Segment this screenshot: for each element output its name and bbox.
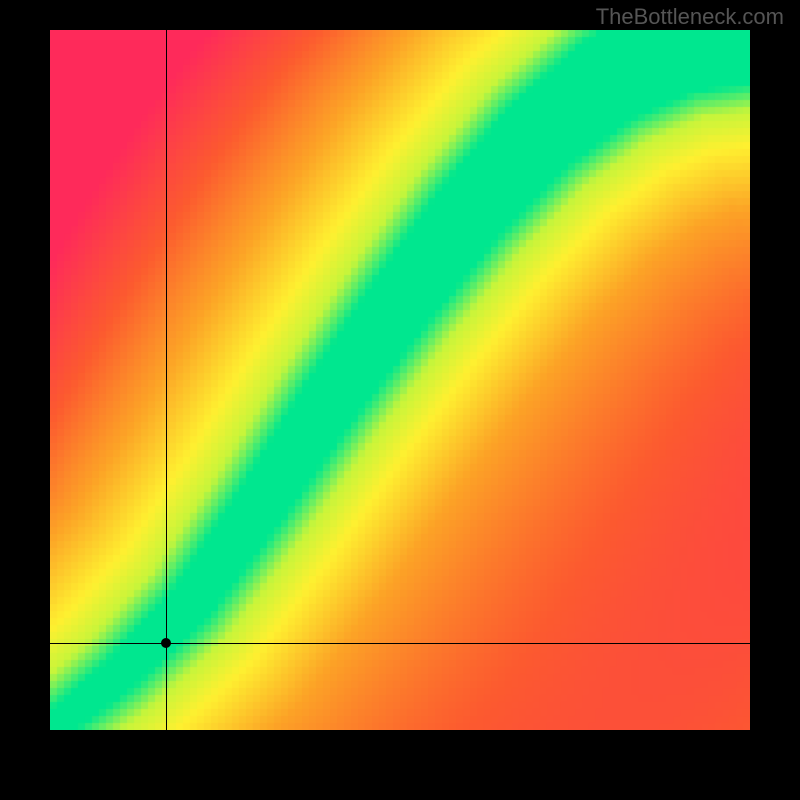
crosshair-horizontal — [50, 643, 750, 644]
bottleneck-heatmap — [50, 30, 750, 730]
watermark-text: TheBottleneck.com — [596, 4, 784, 30]
crosshair-vertical — [166, 30, 167, 730]
heatmap-canvas — [50, 30, 750, 730]
crosshair-marker — [161, 638, 171, 648]
